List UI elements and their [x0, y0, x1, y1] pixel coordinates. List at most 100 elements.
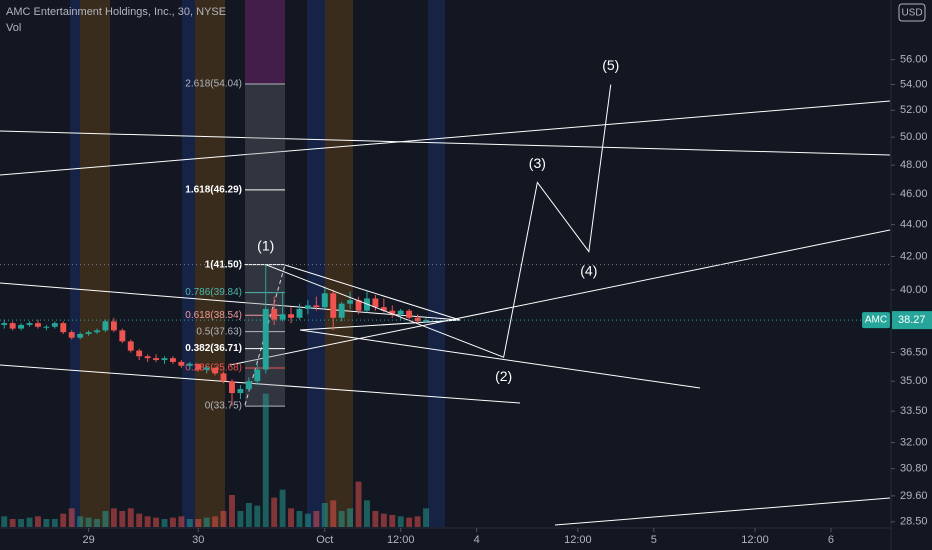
volume-bar: [153, 517, 160, 527]
fib-label: 0.382(36.71): [185, 343, 242, 354]
volume-bar: [85, 517, 92, 527]
symbol-tag-label: AMC: [865, 315, 887, 326]
candle-body: [94, 330, 100, 333]
candle-body: [397, 310, 404, 315]
volume-bar: [26, 517, 33, 527]
candle-body: [68, 332, 75, 338]
candle-body: [355, 300, 362, 311]
candle-body: [288, 314, 294, 318]
x-tick-label: 4: [474, 534, 480, 546]
x-tick-label: 12:00: [741, 534, 769, 546]
volume-bar: [127, 508, 134, 527]
candle-body: [229, 381, 235, 394]
band: [325, 0, 353, 527]
volume-bar: [35, 516, 41, 527]
volume-bar: [313, 511, 320, 527]
fib-label: 0.786(39.84): [185, 287, 242, 298]
candle-body: [195, 363, 202, 370]
trend-line: [229, 229, 891, 366]
fib-label: 1(41.50): [205, 259, 242, 270]
x-tick-label: 12:00: [564, 534, 592, 546]
band: [182, 0, 195, 527]
wave-path: [265, 84, 612, 358]
volume-bar: [380, 513, 387, 527]
candle-body: [102, 321, 109, 331]
candle-body: [296, 308, 303, 318]
volume-bar: [347, 508, 354, 527]
volume-bar: [9, 519, 16, 527]
volume-bar: [18, 519, 25, 527]
volume-bar: [195, 519, 202, 527]
candle-body: [414, 317, 421, 322]
session-bands: [70, 0, 445, 527]
volume-bar: [288, 508, 294, 527]
trend-line: [554, 497, 891, 526]
y-tick-label: 50.00: [900, 131, 928, 143]
volume-bar: [414, 516, 421, 527]
candle-body: [161, 358, 168, 361]
volume-bar: [51, 519, 58, 527]
band: [80, 0, 110, 527]
volume-bar: [203, 517, 210, 527]
volume-bar: [77, 516, 84, 527]
y-tick-label: 36.50: [900, 346, 928, 358]
candle-body: [26, 323, 33, 325]
candle-body: [153, 358, 160, 361]
band: [70, 0, 80, 527]
price-tag-label: 38.27: [898, 314, 926, 326]
volume-bar: [119, 511, 126, 527]
candle-body: [347, 300, 354, 304]
y-tick-label: 46.00: [900, 188, 928, 200]
price-tag: [892, 311, 932, 330]
candle-body: [119, 330, 126, 342]
wave-label: (5): [602, 57, 619, 73]
volume-bar: [364, 500, 370, 527]
candle-body: [271, 308, 278, 320]
candle-body: [245, 381, 252, 390]
y-tick-label: 52.00: [900, 104, 928, 116]
currency-box: [898, 3, 926, 22]
volume-bar: [389, 515, 396, 527]
x-tick-label: 5: [651, 534, 657, 546]
candle-body: [18, 324, 25, 329]
volume-bar: [110, 508, 117, 527]
candle-body: [313, 305, 320, 308]
candle-body: [262, 308, 269, 370]
y-tick-label: 42.00: [900, 250, 928, 262]
y-tick-label: 32.00: [900, 436, 928, 448]
volume-bar: [397, 516, 404, 527]
candle-body: [321, 293, 328, 308]
y-tick-label: 56.00: [900, 54, 928, 66]
trend-line: [0, 100, 891, 176]
volume-bar: [279, 489, 286, 527]
volume-bar: [271, 497, 278, 527]
candle-body: [212, 367, 219, 374]
trend-line: [299, 329, 701, 389]
volume-bar: [144, 516, 151, 527]
y-tick-label: 30.80: [900, 463, 928, 475]
volume-bar: [229, 495, 235, 527]
y-tick-label: 54.00: [900, 78, 928, 90]
candle-body: [304, 305, 311, 309]
fib-extension-top: [245, 0, 285, 85]
candle-body: [60, 323, 67, 333]
volume-bar: [330, 500, 337, 527]
volume-bar: [60, 513, 67, 527]
fib-label: 0.618(38.54): [185, 310, 242, 321]
trend-line: [0, 282, 461, 321]
symbol-tag: [862, 312, 890, 329]
fib-label: 0.5(37.63): [196, 326, 242, 337]
trend-line: [299, 319, 461, 331]
candle-body: [136, 350, 143, 357]
volume-bar: [161, 519, 168, 527]
candle-body: [389, 310, 396, 315]
x-tick-label: Oct: [316, 534, 333, 546]
volume-bar: [372, 511, 379, 527]
candle-body: [406, 310, 413, 318]
volume-bar: [43, 519, 50, 527]
volume-bar: [423, 508, 429, 527]
x-tick-label: 29: [82, 534, 94, 546]
band: [307, 0, 325, 527]
